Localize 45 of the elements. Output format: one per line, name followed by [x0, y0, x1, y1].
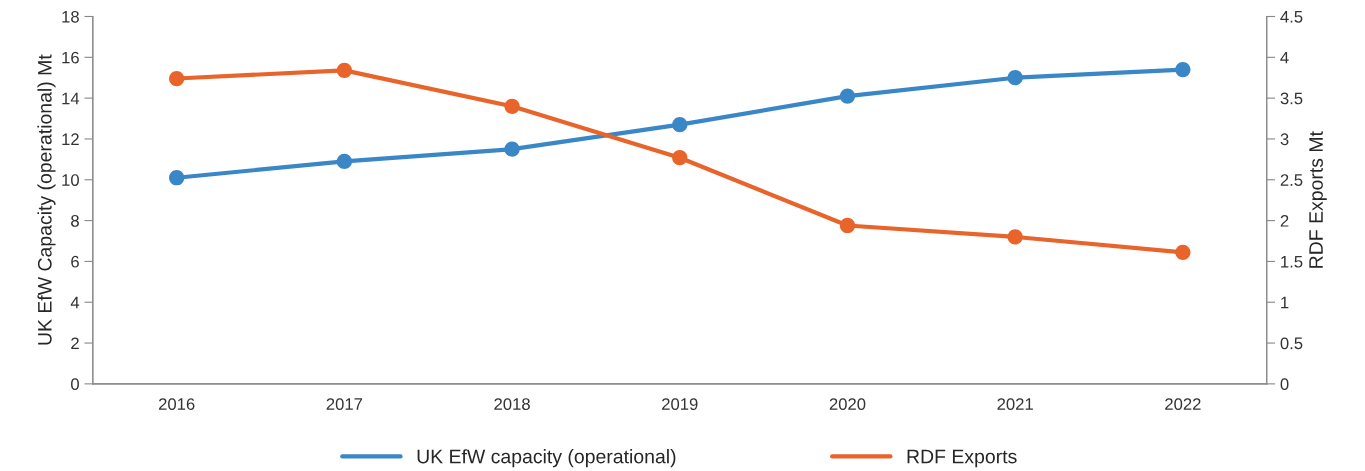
y2-tick-label: 0.5	[1280, 337, 1303, 350]
point	[1007, 70, 1023, 86]
y-tick-label: 18	[62, 10, 79, 23]
point	[1175, 61, 1191, 78]
y2-tick-label: 2.5	[1280, 174, 1303, 186]
point	[336, 62, 353, 79]
y-tick-label: 8	[71, 214, 79, 227]
x-tick-label: 2019	[662, 398, 698, 410]
legend-label: UK EfW capacity (operational)	[417, 449, 676, 468]
point	[839, 217, 856, 234]
y-axis-title: UK EfW Capacity (operational) Mt	[37, 54, 56, 345]
y2-tick-label: 3	[1280, 133, 1289, 146]
x-tick-label: 2018	[494, 398, 530, 410]
point	[504, 141, 520, 157]
point	[504, 98, 520, 114]
point	[1175, 244, 1191, 261]
y-tick-label: 12	[62, 133, 79, 145]
x-tick-label: 2017	[326, 398, 363, 410]
y2-tick-label: 4.5	[1280, 11, 1303, 23]
y-tick-label: 4	[70, 296, 80, 309]
point	[169, 70, 185, 87]
point	[672, 117, 688, 133]
y-tick-label: 2	[71, 337, 79, 350]
y-tick-label: 0	[71, 378, 79, 391]
y-tick-label: 6	[71, 255, 79, 268]
y2-axis-title: RDF Exports Mt	[1309, 131, 1327, 268]
y2-tick-label: 1.5	[1281, 255, 1303, 268]
point	[1007, 229, 1023, 245]
x-tick-label: 2021	[997, 398, 1033, 410]
y-tick-label: 14	[62, 92, 80, 105]
point	[169, 170, 185, 186]
y2-tick-label: 4	[1280, 51, 1289, 64]
point	[336, 153, 353, 170]
y-tick-label: 16	[62, 51, 79, 64]
point	[672, 150, 688, 166]
x-tick-label: 2016	[158, 398, 195, 410]
x-tick-label: 2020	[829, 398, 866, 410]
y2-tick-label: 2	[1280, 214, 1289, 227]
y2-tick-label: 3.5	[1280, 92, 1303, 105]
y2-tick-label: 0	[1280, 378, 1289, 391]
point	[839, 88, 856, 104]
y-tick-label: 10	[62, 174, 79, 186]
x-tick-label: 2022	[1165, 398, 1201, 410]
legend-label: RDF Exports	[907, 449, 1017, 468]
y2-tick-label: 1	[1281, 296, 1289, 309]
